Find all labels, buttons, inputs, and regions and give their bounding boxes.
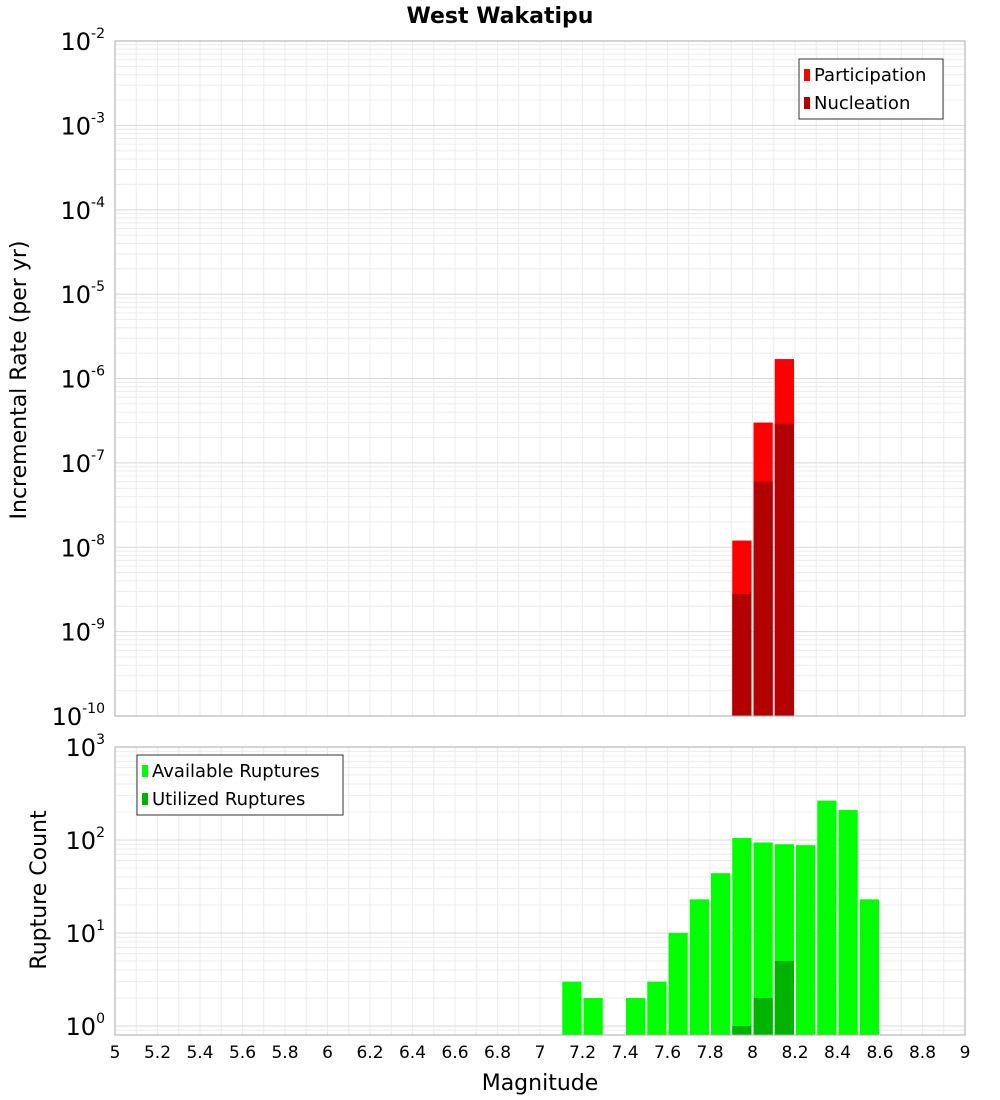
x-tick-label: 5.6	[229, 1043, 256, 1063]
bar-available-ruptures	[562, 981, 582, 1035]
y-tick-label: 10-2	[60, 26, 105, 56]
x-tick-label: 6.2	[356, 1043, 383, 1063]
x-tick-label: 7.2	[569, 1043, 596, 1063]
y-tick-label: 102	[66, 825, 105, 855]
bar-utilized-ruptures	[753, 997, 773, 1035]
x-tick-label: 8.4	[824, 1043, 851, 1063]
x-tick-label: 6.6	[441, 1043, 468, 1063]
y-tick-label: 10-5	[60, 279, 105, 309]
legend-swatch	[142, 793, 148, 805]
legend-swatch	[142, 765, 148, 777]
y-tick-label: 10-9	[60, 617, 105, 647]
legend-label: Participation	[814, 65, 926, 86]
legend-label: Available Ruptures	[152, 761, 320, 782]
y-tick-label: 10-6	[60, 364, 105, 394]
legend-swatch	[804, 69, 810, 81]
x-tick-label: 7.4	[611, 1043, 638, 1063]
bar-utilized-ruptures	[732, 1025, 752, 1035]
rate-y-axis-label: Incremental Rate (per yr)	[7, 241, 32, 520]
x-tick-label: 8.6	[866, 1043, 893, 1063]
chart-title: West Wakatipu	[407, 4, 594, 29]
legend-swatch	[804, 97, 810, 109]
count-plot: 100 101 102 103 5 5.2 5.4 5.6 5.8 6 6.2 6.4 6.6 6.8 7 7…	[66, 732, 971, 1063]
x-tick-label: 9	[960, 1043, 971, 1063]
y-tick-label: 103	[66, 732, 105, 762]
bar-available-ruptures	[817, 800, 837, 1035]
x-tick-label: 7.6	[654, 1043, 681, 1063]
bar-available-ruptures	[626, 997, 646, 1035]
x-tick-label: 7.8	[696, 1043, 723, 1063]
bar-available-ruptures	[796, 845, 816, 1035]
bar-available-ruptures	[689, 899, 709, 1035]
x-tick-label: 8	[747, 1043, 758, 1063]
x-tick-label: 5.4	[186, 1043, 213, 1063]
bar-available-ruptures	[647, 981, 667, 1035]
y-tick-label: 10-4	[60, 195, 105, 225]
y-tick-label: 10-8	[60, 532, 105, 562]
bar-utilized-ruptures	[774, 960, 794, 1035]
y-tick-label: 10-10	[52, 701, 105, 731]
legend-label: Utilized Ruptures	[152, 789, 305, 810]
x-tick-label: 7	[535, 1043, 546, 1063]
x-tick-label: 8.2	[781, 1043, 808, 1063]
legend: Participation Nucleation	[798, 58, 944, 120]
x-tick-label: 6.4	[399, 1043, 426, 1063]
bar-available-ruptures	[711, 873, 731, 1035]
bar-available-ruptures	[753, 842, 773, 1035]
plot-border	[114, 746, 966, 1036]
count-y-axis-label: Rupture Count	[27, 810, 52, 970]
x-tick-label: 5.2	[144, 1043, 171, 1063]
legend-label: Nucleation	[814, 93, 910, 114]
x-tick-label: 6	[322, 1043, 333, 1063]
y-tick-label: 10-3	[60, 110, 105, 140]
bar-available-ruptures	[859, 899, 879, 1035]
y-tick-label: 100	[66, 1011, 105, 1041]
y-tick-label: 10-7	[60, 448, 105, 478]
bar-nucleation	[753, 481, 773, 716]
x-axis-label: Magnitude	[482, 1071, 599, 1096]
legend-box	[136, 754, 344, 816]
rate-plot: 10-10 10-9 10-8 10-7 10-6 10-5 10-4 10-3 10-2 Par…	[52, 26, 966, 731]
legend-box	[798, 58, 944, 120]
bar-available-ruptures	[668, 932, 688, 1035]
x-tick-label: 5	[110, 1043, 121, 1063]
bar-available-ruptures	[732, 838, 752, 1035]
y-tick-label: 101	[66, 918, 105, 948]
bar-nucleation	[774, 423, 794, 716]
x-tick-label: 8.8	[909, 1043, 936, 1063]
x-tick-label: 5.8	[271, 1043, 298, 1063]
bar-available-ruptures	[838, 810, 858, 1035]
legend: Available Ruptures Utilized Ruptures	[136, 754, 344, 816]
bar-available-ruptures	[583, 997, 603, 1035]
plot-border	[114, 40, 966, 717]
x-tick-label: 6.8	[484, 1043, 511, 1063]
bar-nucleation	[732, 593, 752, 716]
